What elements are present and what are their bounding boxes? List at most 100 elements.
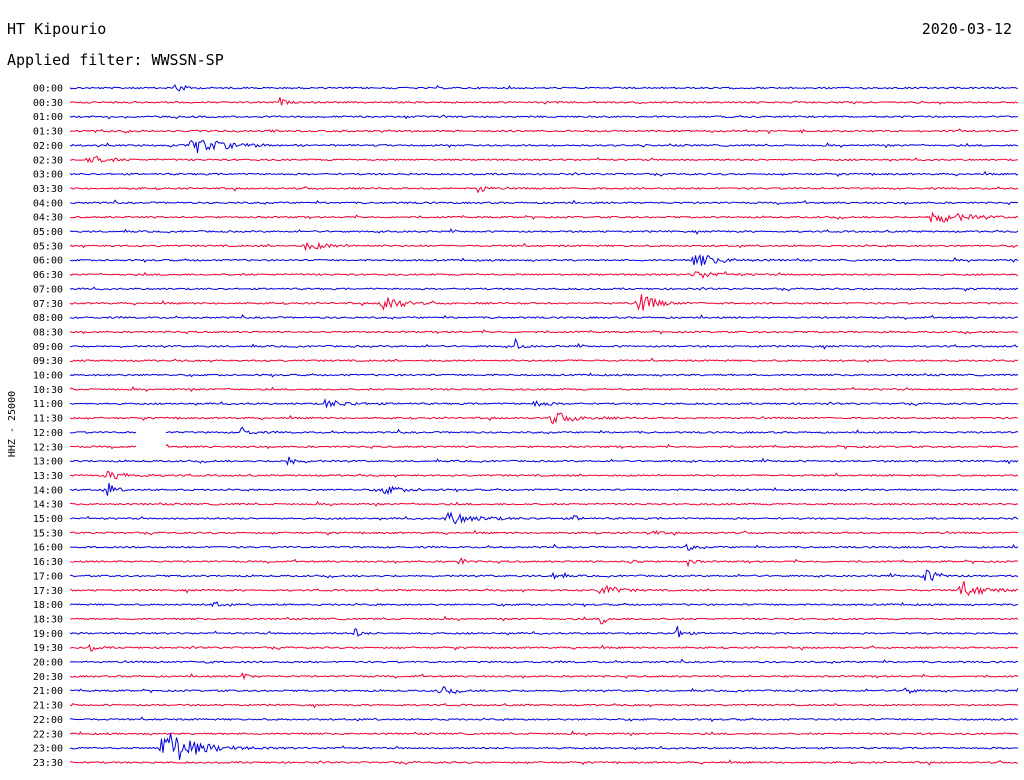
trace-row-1230	[69, 443, 1019, 450]
channel-label: HHZ - 25000	[7, 391, 18, 457]
row-time-label: 13:30	[33, 471, 63, 482]
trace-row-0030	[69, 97, 1019, 106]
row-time-label: 05:30	[33, 241, 63, 252]
trace-row-1430	[69, 500, 1019, 507]
row-time-label: 20:00	[33, 658, 63, 669]
row-time-label: 18:00	[33, 600, 63, 611]
trace-row-0230	[69, 155, 1019, 164]
row-time-label: 08:30	[33, 327, 63, 338]
row-time-label: 14:30	[33, 500, 63, 511]
row-time-label: 12:00	[33, 428, 63, 439]
trace-row-0100	[69, 114, 1019, 120]
row-time-label: 15:30	[33, 528, 63, 539]
trace-row-2230	[69, 730, 1019, 737]
row-time-label: 12:30	[33, 442, 63, 453]
trace-row-1900	[69, 626, 1019, 638]
trace-row-2000	[69, 658, 1019, 665]
record-date: 2020-03-12	[921, 20, 1012, 38]
trace-row-1600	[69, 543, 1019, 551]
trace-row-1330	[69, 470, 1019, 480]
row-time-label: 17:00	[33, 571, 63, 582]
trace-row-1200	[69, 426, 1019, 435]
trace-row-0330	[69, 185, 1019, 194]
row-time-label: 09:00	[33, 342, 63, 353]
trace-row-0500	[69, 228, 1019, 235]
row-time-label: 11:00	[33, 399, 63, 410]
row-time-label: 10:30	[33, 385, 63, 396]
trace-row-0830	[69, 329, 1019, 335]
trace-row-0700	[69, 286, 1019, 292]
row-time-label: 13:00	[33, 457, 63, 468]
trace-row-2030	[69, 672, 1019, 681]
trace-row-1800	[69, 601, 1019, 608]
row-time-label: 09:30	[33, 356, 63, 367]
trace-row-1300	[69, 456, 1019, 466]
trace-row-1400	[69, 482, 1019, 496]
trace-row-0600	[69, 253, 1019, 266]
trace-row-1930	[69, 643, 1019, 652]
row-time-label: 07:00	[33, 284, 63, 295]
row-time-label: 02:00	[33, 141, 63, 152]
trace-row-1100	[69, 398, 1019, 409]
row-time-label: 02:30	[33, 155, 63, 166]
trace-row-2300	[69, 733, 1019, 760]
row-time-label: 16:00	[33, 543, 63, 554]
helicorder-rows: 00:00 00:30 01:00 01:30 02:00 02:30 03:00 03:30…	[33, 84, 1019, 769]
trace-row-0900	[69, 337, 1019, 350]
trace-row-0530	[69, 241, 1019, 252]
row-time-label: 14:00	[33, 485, 63, 496]
trace-row-0800	[69, 314, 1019, 320]
row-time-label: 23:30	[33, 758, 63, 769]
row-time-label: 06:00	[33, 256, 63, 267]
row-time-label: 00:30	[33, 98, 63, 109]
trace-row-1530	[69, 529, 1019, 536]
row-time-label: 07:30	[33, 299, 63, 310]
row-time-label: 22:30	[33, 729, 63, 740]
trace-row-0130	[69, 128, 1019, 135]
filter-label: Applied filter: WWSSN-SP	[7, 51, 224, 69]
row-time-label: 06:30	[33, 270, 63, 281]
trace-row-2330	[69, 759, 1018, 766]
row-time-label: 17:30	[33, 586, 63, 597]
trace-row-1700	[69, 569, 1019, 582]
trace-row-1730	[69, 581, 1019, 597]
trace-row-2200	[69, 716, 1019, 723]
trace-row-1630	[69, 557, 1019, 568]
row-time-label: 03:30	[33, 184, 63, 195]
trace-row-0000	[69, 84, 1019, 92]
row-time-label: 15:00	[33, 514, 63, 525]
row-time-label: 03:00	[33, 170, 63, 181]
trace-row-0300	[69, 170, 1019, 177]
row-time-label: 21:00	[33, 686, 63, 697]
trace-row-0630	[69, 270, 1019, 280]
row-time-label: 19:00	[33, 629, 63, 640]
row-time-label: 18:30	[33, 614, 63, 625]
trace-row-0400	[69, 199, 1019, 206]
station-title: HT Kipourio	[7, 20, 107, 38]
trace-row-2100	[69, 686, 1019, 695]
row-time-label: 22:00	[33, 715, 63, 726]
row-time-label: 00:00	[33, 84, 63, 95]
row-time-label: 21:30	[33, 701, 63, 712]
row-time-label: 10:00	[33, 371, 63, 382]
trace-row-1130	[69, 412, 1019, 425]
trace-row-2130	[69, 702, 1019, 709]
trace-row-1000	[69, 372, 1019, 378]
row-time-label: 05:00	[33, 227, 63, 238]
row-time-label: 19:30	[33, 643, 63, 654]
row-time-label: 20:30	[33, 672, 63, 683]
trace-row-0730	[69, 294, 1019, 311]
row-time-label: 04:30	[33, 213, 63, 224]
trace-row-0200	[69, 139, 1019, 153]
trace-row-0930	[69, 357, 1019, 364]
trace-row-1500	[69, 511, 1019, 525]
row-time-label: 23:00	[33, 744, 63, 755]
trace-row-1030	[69, 386, 1019, 392]
row-time-label: 01:30	[33, 127, 63, 138]
row-time-label: 11:30	[33, 414, 63, 425]
row-time-label: 08:00	[33, 313, 63, 324]
trace-row-0430	[69, 211, 1019, 223]
row-time-label: 16:30	[33, 557, 63, 568]
trace-row-1830	[69, 615, 1019, 625]
